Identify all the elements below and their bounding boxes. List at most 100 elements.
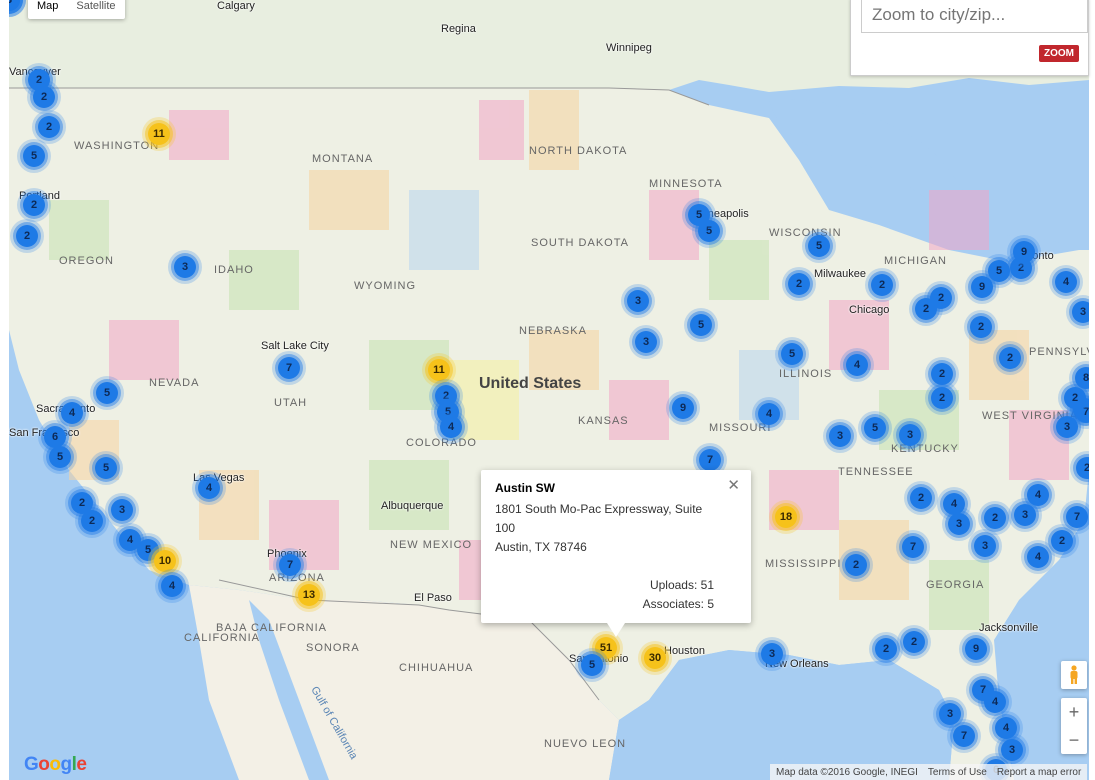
country-label: United States	[479, 375, 582, 392]
marker-cluster[interactable]: 2	[871, 274, 893, 296]
marker-cluster[interactable]: 4	[1055, 271, 1077, 293]
marker-cluster[interactable]: 3	[9, 0, 20, 11]
marker-cluster[interactable]: 3	[829, 425, 851, 447]
marker-cluster[interactable]: 2	[984, 507, 1006, 529]
report-error-link[interactable]: Report a map error	[996, 766, 1082, 778]
marker-cluster[interactable]: 3	[899, 424, 921, 446]
map-canvas[interactable]: WASHINGTON MONTANA NORTH DAKOTA MINNESOTA OR…	[9, 0, 1089, 780]
marker-cluster[interactable]: 5	[581, 654, 603, 676]
terms-link[interactable]: Terms of Use	[927, 766, 987, 778]
marker-cluster[interactable]: 4	[758, 403, 780, 425]
marker-cluster[interactable]: 2	[23, 194, 45, 216]
marker-cluster[interactable]: 3	[174, 256, 196, 278]
state-label: NEVADA	[149, 377, 200, 389]
marker-cluster[interactable]: 5	[698, 220, 720, 242]
marker-cluster[interactable]: 8	[1075, 367, 1089, 389]
marker-cluster[interactable]: 4	[161, 575, 183, 597]
map-type-satellite-button[interactable]: Satellite	[76, 0, 116, 12]
marker-cluster[interactable]: 5	[864, 417, 886, 439]
marker-cluster[interactable]: 6	[44, 426, 66, 448]
marker-cluster[interactable]: 9	[965, 638, 987, 660]
marker-cluster[interactable]: 3	[635, 331, 657, 353]
marker-cluster[interactable]: 2	[38, 116, 60, 138]
marker-cluster[interactable]: 5	[96, 382, 118, 404]
zoom-button[interactable]: ZOOM	[1039, 45, 1079, 62]
marker-cluster[interactable]: 5	[808, 235, 830, 257]
marker-cluster[interactable]: 2	[16, 225, 38, 247]
marker-cluster[interactable]: 3	[1014, 504, 1036, 526]
marker-cluster[interactable]: 7	[279, 554, 301, 576]
marker-cluster[interactable]: 2	[931, 363, 953, 385]
marker-cluster[interactable]: 3	[948, 513, 970, 535]
city-label: Albuquerque	[381, 500, 444, 512]
marker-cluster[interactable]: 3	[1001, 739, 1023, 761]
marker-cluster[interactable]: 2	[33, 86, 55, 108]
marker-cluster[interactable]: 5	[95, 457, 117, 479]
marker-cluster[interactable]: 4	[1027, 484, 1049, 506]
marker-cluster[interactable]: 13	[298, 584, 320, 606]
marker-cluster[interactable]: 2	[71, 492, 93, 514]
marker-cluster[interactable]: 4	[61, 402, 83, 424]
marker-cluster[interactable]: 4	[846, 354, 868, 376]
marker-cluster[interactable]: 4	[440, 416, 462, 438]
marker-cluster[interactable]: 3	[111, 499, 133, 521]
marker-cluster[interactable]: 30	[644, 647, 666, 669]
marker-cluster[interactable]: 3	[939, 703, 961, 725]
marker-cluster[interactable]: 5	[23, 145, 45, 167]
marker-cluster[interactable]: 4	[1027, 546, 1049, 568]
marker-cluster[interactable]: 4	[198, 477, 220, 499]
marker-cluster[interactable]: 2	[81, 510, 103, 532]
map-base	[9, 0, 1089, 780]
marker-cluster[interactable]: 2	[845, 554, 867, 576]
marker-cluster[interactable]: 2	[970, 316, 992, 338]
zoom-out-button[interactable]: −	[1068, 730, 1080, 750]
zoom-search-panel: ZOOM	[850, 0, 1089, 76]
marker-cluster[interactable]: 4	[995, 717, 1017, 739]
marker-cluster[interactable]: 3	[1072, 301, 1089, 323]
marker-cluster[interactable]: 2	[915, 298, 937, 320]
marker-cluster[interactable]: 2	[28, 69, 50, 91]
marker-cluster[interactable]: 7	[699, 449, 721, 471]
marker-cluster[interactable]: 3	[974, 535, 996, 557]
marker-cluster[interactable]: 3	[1056, 416, 1078, 438]
marker-cluster[interactable]: 2	[788, 273, 810, 295]
street-view-pegman-icon[interactable]	[1061, 661, 1087, 689]
marker-cluster[interactable]: 7	[953, 725, 975, 747]
marker-cluster[interactable]: 51	[595, 637, 617, 659]
marker-cluster[interactable]: 4	[119, 529, 141, 551]
zoom-search-input[interactable]	[861, 0, 1088, 33]
marker-cluster[interactable]: 9	[672, 397, 694, 419]
marker-cluster[interactable]: 2	[910, 487, 932, 509]
marker-cluster[interactable]: 10	[154, 550, 176, 572]
marker-cluster[interactable]: 4	[943, 493, 965, 515]
marker-cluster[interactable]: 11	[428, 359, 450, 381]
marker-cluster[interactable]: 9	[971, 276, 993, 298]
marker-cluster[interactable]: 7	[1066, 506, 1088, 528]
marker-cluster[interactable]: 5	[137, 539, 159, 561]
zoom-in-button[interactable]: +	[1068, 702, 1080, 722]
marker-cluster[interactable]: 5	[781, 343, 803, 365]
city-label: New Orleans	[765, 658, 829, 670]
marker-cluster[interactable]: 2	[931, 387, 953, 409]
map-type-map-button[interactable]: Map	[37, 0, 59, 12]
marker-cluster[interactable]: 2	[875, 638, 897, 660]
marker-cluster[interactable]: 3	[761, 643, 783, 665]
marker-cluster[interactable]: 7	[278, 357, 300, 379]
marker-cluster[interactable]: 18	[775, 506, 797, 528]
marker-cluster[interactable]: 11	[148, 123, 170, 145]
marker-cluster[interactable]: 2	[999, 347, 1021, 369]
marker-cluster[interactable]: 2	[1064, 387, 1086, 409]
state-label: MINNESOTA	[649, 178, 723, 190]
marker-cluster[interactable]: 5	[49, 446, 71, 468]
marker-cluster[interactable]: 2	[903, 631, 925, 653]
close-icon[interactable]: ✕	[727, 477, 740, 494]
marker-cluster[interactable]: 2	[1076, 457, 1089, 479]
marker-cluster[interactable]: 3	[627, 290, 649, 312]
marker-cluster[interactable]: 4	[984, 691, 1006, 713]
marker-cluster[interactable]: 5	[688, 204, 710, 226]
marker-cluster[interactable]: 5	[690, 314, 712, 336]
marker-cluster[interactable]: 2	[1051, 530, 1073, 552]
marker-cluster[interactable]: 9	[1013, 241, 1035, 263]
marker-cluster[interactable]: 5	[988, 260, 1010, 282]
marker-cluster[interactable]: 7	[902, 536, 924, 558]
